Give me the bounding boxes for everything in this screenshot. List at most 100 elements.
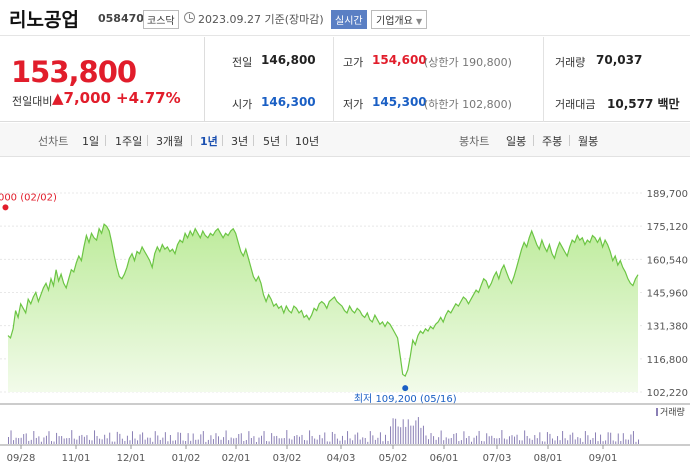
volume-bar [516, 434, 518, 444]
market-badge: 코스닥 [143, 10, 179, 29]
volume-bar [627, 439, 629, 444]
candle-monthly[interactable]: 월봉 [578, 135, 599, 148]
candle-daily[interactable]: 일봉 [506, 135, 527, 148]
period-3y[interactable]: 3년 [231, 135, 249, 148]
volume-bar [422, 425, 424, 444]
volume-bar [149, 437, 151, 444]
volume-bar [45, 435, 47, 444]
volume-bar [339, 440, 341, 444]
divider [105, 135, 106, 146]
volume-bar [293, 436, 295, 444]
volume-bar [76, 439, 78, 444]
volume-bar [382, 441, 384, 444]
y-tick-label: 160,540 [647, 255, 688, 266]
volume-bar [615, 441, 617, 444]
volume-bar [605, 440, 607, 444]
volume-bar [195, 439, 197, 444]
volume-bar [276, 435, 278, 444]
volume-bar [473, 437, 475, 444]
candle-weekly[interactable]: 주봉 [542, 135, 563, 148]
volume-bar [109, 432, 111, 444]
price-chart[interactable]: 189,700 175,120 160,540 145,960 131,380 116,8… [0, 160, 690, 475]
change-percent: +4.77% [116, 89, 181, 107]
volume-bar [228, 440, 230, 444]
period-3m[interactable]: 3개월 [156, 135, 184, 148]
volume-bar [101, 439, 103, 444]
volume-bar [405, 426, 407, 444]
volume-bar [83, 436, 85, 444]
volume-bar [202, 431, 204, 444]
volume-bar [638, 439, 639, 444]
company-info-dropdown[interactable]: 기업개요 ▼ [371, 10, 428, 29]
x-tick-label: 05/02 [379, 453, 408, 464]
price-area [8, 224, 638, 392]
current-price: 153,800 [11, 55, 137, 89]
upper-limit: (상한가 190,800) [424, 56, 512, 69]
volume-bar [81, 434, 83, 444]
clock-icon [184, 12, 195, 23]
period-1y[interactable]: 1년 [200, 135, 218, 148]
divider [333, 37, 334, 122]
company-info-label: 기업개요 [376, 16, 413, 27]
x-tick-label: 06/01 [430, 453, 459, 464]
volume-bar [438, 437, 440, 444]
volume-bar [600, 434, 602, 444]
period-1d[interactable]: 1일 [82, 135, 100, 148]
period-1w[interactable]: 1주일 [115, 135, 143, 148]
volume-bar [306, 440, 308, 444]
volume-bar [620, 440, 622, 444]
realtime-button[interactable]: 실시간 [331, 10, 367, 29]
volume-bar [511, 435, 513, 444]
volume-bar [435, 439, 437, 444]
volume-bar [521, 440, 523, 444]
x-tick-label: 07/03 [483, 453, 512, 464]
divider [222, 135, 223, 146]
max-label: 최고 179,000 (02/02) [0, 191, 57, 203]
volume-bar [296, 435, 298, 444]
stock-header: 리노공업 058470 코스닥 2023.09.27 기준(장마감) 실시간 기… [0, 0, 690, 36]
volume-bar [245, 439, 247, 444]
volume-bar [541, 441, 543, 444]
volume-bar [230, 437, 232, 444]
volume-bar [13, 440, 15, 444]
volume-bar [630, 434, 632, 444]
volume-bar [324, 432, 326, 444]
line-chart-label: 선차트 [38, 135, 69, 148]
volume-bar [453, 433, 455, 444]
volume-bar [481, 440, 483, 444]
volume-bar [369, 431, 371, 444]
volume-bar [336, 438, 338, 444]
x-tick-label: 09/01 [589, 453, 618, 464]
x-tick-label: 08/01 [534, 453, 563, 464]
stock-code: 058470 [98, 12, 144, 25]
volume-bar [397, 426, 399, 444]
y-tick-label: 116,800 [647, 355, 688, 366]
volume-bar [607, 432, 609, 444]
volume-bar [61, 436, 63, 444]
low-value: 145,300 [372, 95, 427, 109]
volume-bar [450, 438, 452, 444]
volume-bar [298, 436, 300, 444]
quote-date: 2023.09.27 기준(장마감) [198, 13, 324, 26]
y-tick-label: 145,960 [647, 289, 688, 300]
volume-bar [390, 426, 392, 444]
volume-bar [577, 437, 579, 444]
volume-bar [137, 440, 139, 444]
volume-bar [223, 437, 225, 444]
volume-bar [536, 438, 538, 444]
y-tick-label: 131,380 [647, 322, 688, 333]
volume-bar [539, 432, 541, 444]
volume-bar [448, 438, 450, 444]
volume-bar [326, 441, 328, 444]
volume-bar [526, 435, 528, 444]
volume-bar [460, 440, 462, 444]
lower-limit: (하한가 102,800) [424, 98, 512, 111]
volume-bar [612, 440, 614, 444]
volume-bar [354, 434, 356, 444]
volume-bar [407, 419, 409, 444]
period-10y[interactable]: 10년 [295, 135, 320, 148]
volume-label: 거래량 [555, 56, 586, 69]
period-5y[interactable]: 5년 [263, 135, 281, 148]
volume-bar [478, 430, 480, 444]
volume-bar [455, 433, 457, 444]
